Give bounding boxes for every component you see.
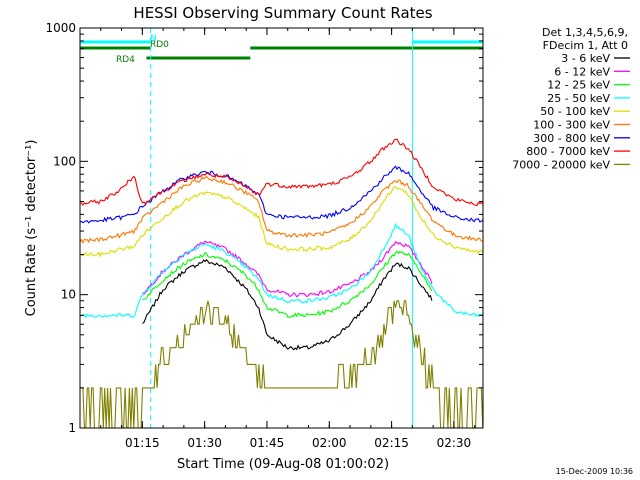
state-bar-label: N — [150, 34, 157, 44]
series-line — [142, 258, 433, 351]
series-line — [80, 300, 484, 429]
series-line — [79, 186, 484, 258]
legend-label: 3 - 6 keV — [561, 52, 610, 65]
legend-label: 50 - 100 keV — [540, 105, 610, 118]
legend-label: 300 - 800 keV — [533, 132, 610, 145]
x-tick-label: 02:15 — [374, 436, 409, 450]
legend-label: 800 - 7000 keV — [526, 145, 610, 158]
y-tick-label: 100 — [53, 154, 76, 168]
footer-timestamp: 15-Dec-2009 10:36 — [556, 467, 633, 476]
chart-title: HESSI Observing Summary Count Rates — [133, 4, 432, 22]
y-tick-label: 1000 — [45, 21, 76, 35]
y-tick-label: 10 — [61, 288, 76, 302]
state-bar-label: RD0 — [150, 40, 169, 50]
y-axis-label: Count Rate (s⁻¹ detector⁻¹) — [24, 140, 39, 317]
x-axis-label: Start Time (09-Aug-08 01:00:02) — [177, 457, 389, 472]
plot-frame — [79, 27, 484, 429]
series-line — [142, 250, 433, 318]
legend-label: 6 - 12 keV — [554, 65, 610, 78]
series-line — [79, 138, 484, 207]
legend-label: 25 - 50 keV — [547, 92, 610, 105]
series-line — [79, 222, 484, 319]
x-tick-label: 01:15 — [125, 436, 160, 450]
legend-header: FDecim 1, Att 0 — [543, 39, 628, 52]
x-tick-label: 01:30 — [187, 436, 222, 450]
x-axis-ticks: 01:15 01:30 01:45 02:00 02:15 02:30 — [79, 28, 476, 450]
legend-label: 12 - 25 keV — [547, 79, 610, 92]
series-lines — [79, 138, 484, 429]
x-tick-label: 02:00 — [312, 436, 347, 450]
legend-label: 7000 - 20000 keV — [512, 158, 610, 171]
state-bar-label: RD4 — [116, 55, 135, 65]
y-tick-label: 1 — [68, 421, 76, 435]
legend-label: 100 - 300 keV — [533, 119, 610, 132]
x-tick-label: 02:30 — [437, 436, 472, 450]
series-line — [79, 175, 483, 245]
x-tick-label: 01:45 — [250, 436, 285, 450]
legend: Det 1,3,4,5,6,9,FDecim 1, Att 03 - 6 keV… — [512, 26, 630, 171]
y-axis-ticks: 1 10 100 1000 — [45, 21, 483, 435]
legend-header: Det 1,3,4,5,6,9, — [542, 26, 628, 39]
